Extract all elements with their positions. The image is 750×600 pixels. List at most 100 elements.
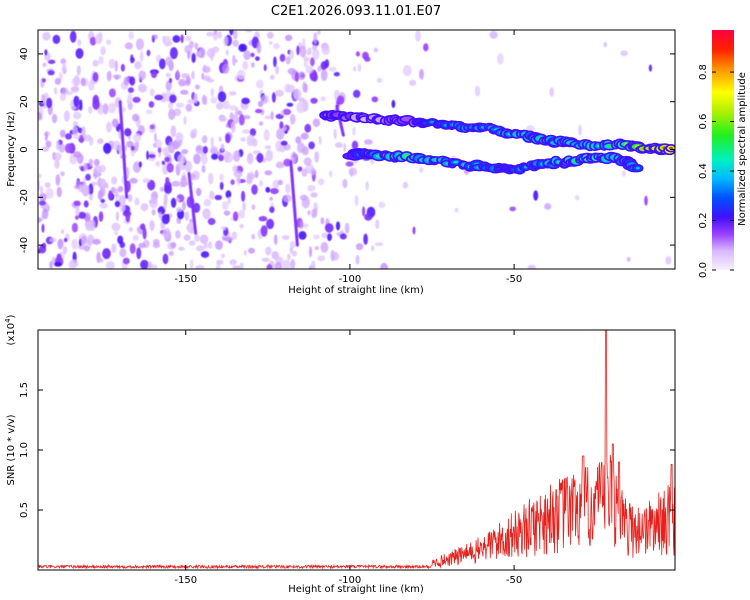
colorbar-tick-label: 0.4 [698, 163, 709, 179]
noise-speck [299, 45, 307, 58]
noise-speck [62, 246, 68, 255]
noise-speck [243, 50, 251, 60]
noise-speck [127, 194, 133, 203]
noise-speck [279, 121, 284, 129]
noise-speck [216, 259, 224, 265]
noise-speck [271, 92, 276, 103]
noise-speck [210, 87, 215, 97]
noise-speck [236, 69, 246, 80]
noise-speck [220, 226, 227, 231]
noise-speck [126, 99, 130, 104]
noise-speck [77, 39, 82, 47]
noise-speck [115, 211, 119, 221]
y-tick-label: 0 [19, 146, 30, 152]
noise-speck [185, 76, 191, 85]
noise-speck [111, 243, 117, 253]
noise-speck [256, 152, 264, 163]
noise-speck [217, 31, 222, 39]
noise-speck [318, 135, 322, 146]
noise-speck [317, 65, 322, 72]
noise-speck [258, 216, 268, 222]
noise-speck [245, 30, 253, 33]
noise-speck [266, 264, 273, 269]
noise-speck [233, 150, 241, 162]
noise-speck [270, 188, 279, 195]
noise-speck [170, 197, 177, 208]
noise-speck [215, 102, 224, 110]
noise-speck [296, 101, 306, 114]
noise-speck [61, 229, 65, 234]
noise-speck [169, 94, 177, 103]
noise-speck [362, 206, 366, 217]
noise-speck [138, 161, 142, 168]
noise-speck [214, 194, 223, 201]
noise-speck [112, 140, 121, 151]
noise-speck [292, 250, 297, 257]
noise-speck [335, 221, 341, 231]
track-blob-core [453, 161, 459, 164]
noise-speck [188, 240, 196, 246]
noise-speck [264, 145, 272, 150]
noise-speck [44, 49, 48, 56]
noise-speck [149, 198, 159, 209]
noise-speck [95, 33, 101, 45]
noise-speck [285, 183, 291, 194]
noise-speck [51, 113, 58, 124]
track-blob-core [635, 166, 640, 170]
noise-speck [151, 209, 156, 216]
spectrogram-y-axis-title: Frequency (Hz) [6, 111, 17, 187]
noise-speck [261, 257, 270, 262]
noise-speck [130, 145, 135, 151]
noise-speck [64, 143, 73, 154]
noise-speck [310, 57, 315, 67]
noise-speck [127, 87, 134, 93]
noise-speck [357, 63, 362, 72]
noise-speck [303, 157, 312, 166]
noise-speck [402, 65, 412, 77]
noise-speck [194, 42, 199, 50]
noise-speck [178, 78, 187, 87]
noise-speck [57, 238, 64, 250]
noise-speck [83, 200, 89, 208]
noise-speck [74, 74, 80, 87]
noise-speck [63, 237, 68, 243]
noise-speck [133, 141, 139, 152]
noise-speck [200, 251, 210, 258]
noise-speck [489, 30, 498, 39]
noise-speck [75, 180, 80, 188]
noise-speck [201, 135, 208, 144]
noise-speck [106, 70, 112, 82]
noise-speck [549, 87, 554, 97]
noise-speck [211, 153, 218, 160]
noise-speck [102, 248, 111, 260]
noise-speck [260, 95, 268, 104]
noise-speck [132, 113, 140, 122]
noise-speck [221, 253, 225, 258]
noise-speck [51, 256, 56, 264]
snr-exponent-label: (x104) [4, 314, 17, 345]
noise-speck [352, 126, 356, 136]
noise-speck [126, 140, 134, 148]
noise-speck [100, 46, 106, 56]
noise-speck [139, 50, 144, 63]
y-tick-label: 20 [19, 95, 30, 108]
noise-speck [342, 178, 348, 189]
noise-speck [148, 101, 155, 108]
noise-speck [210, 146, 218, 154]
noise-speck [412, 226, 416, 235]
noise-speck [268, 40, 273, 46]
spectrogram-tracks-layer [319, 110, 675, 175]
noise-speck [298, 71, 306, 81]
noise-speck [232, 165, 238, 172]
noise-speck [92, 238, 101, 245]
noise-speck [225, 133, 231, 144]
noise-speck [364, 139, 373, 145]
noise-speck [58, 143, 66, 153]
colorbar-tick-label: 0.0 [698, 262, 709, 278]
snr-exponent-power: 4 [4, 318, 12, 323]
noise-speck [191, 70, 195, 80]
noise-speck [305, 65, 314, 74]
noise-speck [207, 241, 213, 250]
noise-speck [273, 43, 280, 50]
noise-speck [321, 232, 329, 239]
